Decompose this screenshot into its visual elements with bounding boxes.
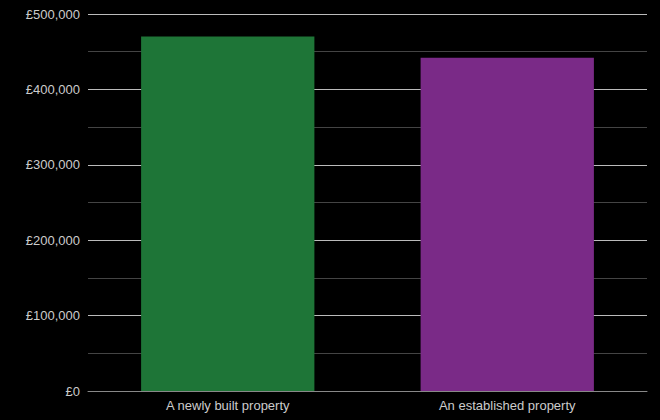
svg-text:£100,000: £100,000 bbox=[26, 308, 80, 323]
svg-text:£300,000: £300,000 bbox=[26, 157, 80, 172]
svg-text:£400,000: £400,000 bbox=[26, 82, 80, 97]
svg-text:£200,000: £200,000 bbox=[26, 233, 80, 248]
svg-text:£0: £0 bbox=[66, 384, 80, 399]
svg-text:£500,000: £500,000 bbox=[26, 7, 80, 22]
svg-text:An established property: An established property bbox=[439, 398, 576, 413]
svg-text:A newly built property: A newly built property bbox=[166, 398, 290, 413]
